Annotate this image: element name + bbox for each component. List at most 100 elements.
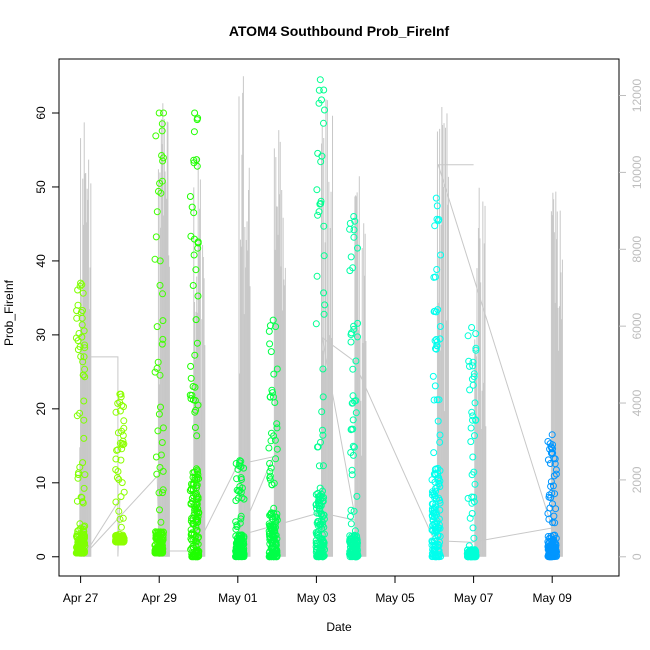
data-point — [436, 438, 444, 446]
data-point — [346, 535, 354, 543]
data-point — [470, 493, 478, 501]
data-point — [273, 516, 281, 524]
data-point — [153, 208, 161, 216]
data-point — [189, 282, 197, 289]
data-point — [346, 550, 354, 558]
x-tick-label: May 07 — [454, 591, 494, 605]
data-point — [471, 399, 479, 407]
y-tick-label: 30 — [34, 328, 48, 342]
data-point — [112, 498, 120, 506]
data-point — [434, 476, 442, 484]
data-point — [350, 550, 358, 558]
data-point — [551, 542, 559, 550]
data-point — [349, 365, 357, 373]
data-point — [350, 226, 358, 234]
data-point — [188, 203, 196, 211]
data-point — [347, 449, 355, 456]
data-point — [159, 290, 166, 298]
data-point — [434, 417, 442, 425]
data-point — [79, 499, 87, 507]
data-point — [466, 362, 473, 370]
data-point — [319, 365, 327, 373]
chart-title: ATOM4 Southbound Prob_FireInf — [229, 23, 450, 39]
data-point — [75, 526, 83, 534]
data-point — [190, 235, 198, 243]
data-point — [158, 120, 166, 128]
data-point — [319, 462, 327, 470]
data-point — [469, 412, 477, 420]
data-point — [154, 533, 161, 541]
data-point — [193, 501, 200, 509]
data-point — [191, 408, 199, 416]
data-point — [157, 403, 164, 411]
data-point — [313, 509, 321, 517]
data-point — [159, 424, 167, 432]
data-point — [236, 457, 244, 465]
data-point — [353, 492, 361, 500]
data-point — [237, 536, 245, 544]
data-point — [77, 353, 85, 360]
right-tick-label: 2000 — [630, 466, 644, 493]
data-point — [78, 321, 86, 329]
data-point — [271, 436, 279, 444]
data-point — [351, 527, 359, 535]
data-point — [153, 364, 161, 372]
data-point — [190, 251, 198, 259]
data-point — [194, 244, 202, 252]
y-tick-label: 10 — [34, 476, 48, 490]
data-point — [347, 513, 354, 520]
data-point — [159, 467, 167, 475]
data-point — [321, 106, 328, 114]
data-point — [430, 506, 438, 514]
data-point — [193, 156, 201, 164]
y-tick-label: 50 — [34, 180, 48, 194]
burst-lines — [79, 76, 563, 557]
data-point — [191, 383, 199, 391]
data-point — [193, 162, 201, 170]
data-point — [353, 541, 360, 549]
data-point — [316, 76, 324, 84]
data-point — [547, 443, 555, 451]
data-point — [266, 472, 274, 480]
data-point — [80, 397, 88, 405]
data-point — [80, 416, 88, 424]
data-point — [188, 391, 196, 399]
data-point — [548, 431, 556, 439]
data-point — [160, 109, 167, 117]
data-point — [115, 507, 123, 515]
y-axis-title: Prob_FireInf — [2, 279, 16, 346]
data-point — [78, 544, 86, 552]
data-point — [236, 459, 244, 467]
data-point — [81, 373, 89, 381]
data-point — [468, 375, 476, 383]
data-point — [431, 382, 439, 390]
data-point — [155, 109, 163, 117]
data-point — [270, 393, 277, 401]
data-point — [113, 474, 121, 482]
data-point — [432, 308, 440, 316]
data-point — [193, 475, 201, 483]
x-tick-label: May 05 — [375, 591, 415, 605]
data-point — [112, 466, 120, 474]
data-point — [237, 457, 245, 465]
data-point — [315, 99, 323, 107]
data-point — [350, 507, 358, 515]
data-point — [158, 127, 166, 135]
right-axis: 0 2000 4000 6000 8000 10000 12000 — [619, 79, 644, 560]
data-point — [347, 338, 355, 346]
data-point — [76, 282, 84, 290]
data-point — [546, 553, 554, 561]
data-point — [193, 538, 200, 546]
data-point — [269, 526, 277, 534]
data-point — [269, 523, 277, 531]
data-point — [80, 523, 88, 531]
data-point — [186, 193, 194, 200]
data-point — [158, 340, 166, 348]
data-point — [159, 317, 167, 325]
data-point — [435, 396, 443, 404]
data-point — [159, 157, 167, 165]
data-point — [238, 494, 246, 502]
data-point — [430, 542, 438, 550]
data-point — [552, 546, 559, 554]
